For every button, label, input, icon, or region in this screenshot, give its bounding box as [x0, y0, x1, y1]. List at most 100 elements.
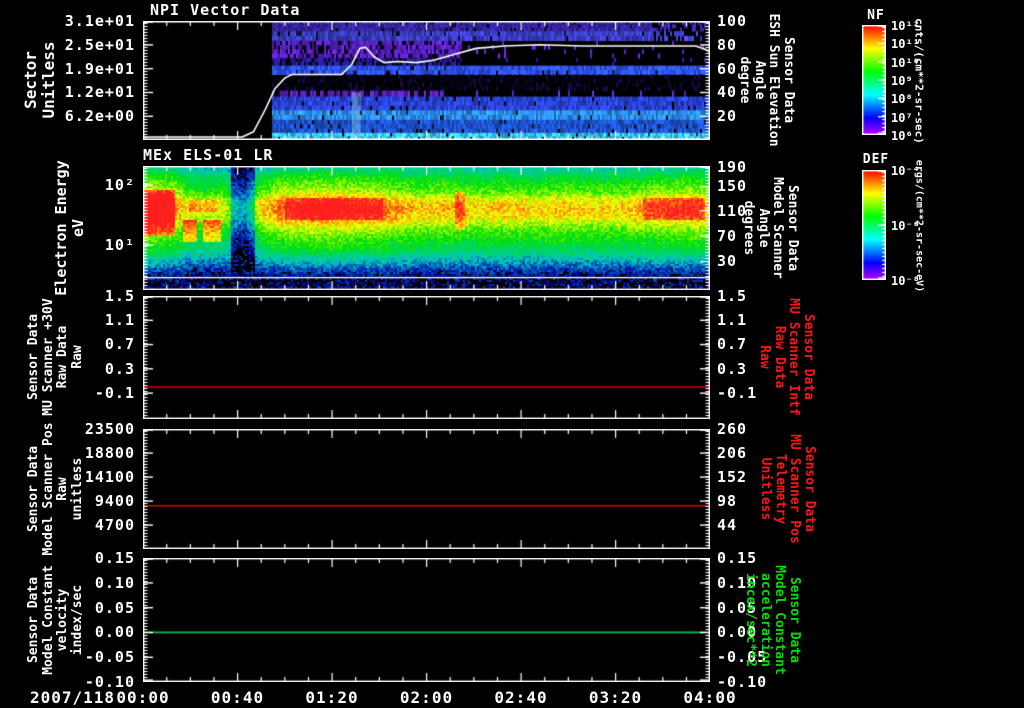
panel4-ytick-right-1: 206	[717, 444, 748, 462]
panel1-right-axis-label-line-1: ESH Sun Elevation	[766, 13, 782, 147]
colorbar-nf-tick-6: 10⁶	[891, 129, 913, 143]
panel3-ytick-left-0: 1.5	[104, 287, 135, 305]
panel4-right-axis-label: Sensor Data MU Scanner Pos Telemetry Unitle…	[758, 434, 817, 544]
panel2-title: MEx ELS-01 LR	[143, 146, 274, 164]
panel3-left-axis-label-line-2: Raw Data	[55, 325, 70, 389]
panel4-ytick-left-1: 18800	[84, 444, 135, 462]
panel4-left-axis-label-line-1: Model Scanner Pos	[40, 422, 56, 556]
panel2-ytick-left-0: 10²	[104, 175, 135, 194]
panel3-right-axis-label-line-0: Sensor Data	[801, 313, 817, 401]
panel2-ytick-right-1: 150	[717, 177, 748, 196]
def-colorbar	[862, 170, 886, 280]
panel3-ytick-right-4: -0.1	[717, 384, 758, 403]
panel5-ytick-left-2: 0.05	[94, 598, 135, 617]
panel1-left-axis-label-line-0: Sector	[21, 51, 41, 109]
panel4-ytick-left-0: 23500	[84, 420, 135, 438]
panel2-right-axis-label-line-1: Model Scanner	[770, 177, 786, 279]
panel5-left-axis-label-line-0: Sensor Data	[25, 576, 41, 664]
panel5-left-axis-label: Sensor Data Model Constant velocity index/s…	[25, 565, 85, 675]
x-axis-date-label: 2007/118	[30, 688, 116, 707]
panel5-left-axis-label-line-2: velocity	[55, 588, 70, 652]
panel5-right-axis-label: Sensor Data Model Constant acceleration inc…	[743, 565, 802, 675]
colorbar-nf-tick-4: 10⁸	[891, 92, 913, 107]
panel4-ytick-left-3: 9400	[94, 492, 135, 510]
panel1-ytick-right-2: 60	[717, 59, 738, 78]
panel3-right-axis-label-line-3: Raw	[757, 345, 773, 369]
panel3-ytick-left-4: -0.1	[94, 384, 135, 403]
panel4-left-axis-label: Sensor Data Model Scanner Pos Raw unitless	[25, 422, 85, 556]
panel1-title: NPI Vector Data	[150, 1, 301, 19]
nf-colorbar	[862, 25, 886, 135]
panel3-ytick-right-0: 1.5	[717, 287, 748, 305]
panel5-ytick-left-3: 0.00	[94, 623, 135, 642]
panel4-left-axis-label-line-2: Raw	[55, 477, 70, 501]
panel2-right-axis-label-line-2: Angle	[756, 208, 771, 248]
panel1-right-axis-label-line-2: Angle	[752, 60, 767, 100]
panel4-right-axis-label-line-3: Unitless	[758, 457, 774, 521]
panel4-ytick-right-4: 44	[717, 516, 738, 534]
panel2-left-axis-label: Electron Energy eV	[52, 160, 87, 295]
panel3-left-axis-label-line-1: MU Scanner +30V	[40, 298, 56, 416]
panel2-right-axis-label-line-0: Sensor Data	[785, 184, 801, 272]
panel3-left-axis-label: Sensor Data MU Scanner +30V Raw Data Raw	[26, 298, 85, 416]
panel4-ytick-left-2: 14100	[84, 468, 135, 486]
colorbar-def-tick-1: 10⁻⁶	[891, 219, 920, 233]
panel1-ytick-right-0: 100	[717, 12, 748, 30]
mu-scanner-30v-plot	[143, 296, 710, 419]
panel1-ytick-left-2: 1.9e+01	[64, 59, 135, 78]
panel1-ytick-left-0: 3.1e+01	[64, 12, 135, 30]
panel5-ytick-left-1: 0.10	[94, 573, 135, 592]
colorbar-nf-tick-5: 10⁷	[891, 110, 913, 125]
x-axis-time-tick-1: 00:40	[210, 688, 265, 707]
panel1-ytick-left-1: 2.5e+01	[64, 35, 135, 54]
panel5-ytick-left-0: 0.15	[94, 549, 135, 567]
panel3-right-axis-label: Sensor Data MU Scanner Intf Raw Data Raw	[757, 298, 817, 416]
panel5-ytick-right-0: 0.15	[717, 549, 758, 567]
panel4-right-axis-label-line-2: Telemetry	[773, 453, 788, 525]
colorbar-nf-tick-2: 10¹⁰	[891, 55, 920, 70]
panel5-right-axis-label-line-1: Model Constant	[772, 565, 788, 675]
panel2-ytick-right-4: 30	[717, 252, 738, 271]
panel1-right-axis-label: Sensor Data ESH Sun Elevation Angle degree	[737, 13, 796, 147]
panel3-ytick-left-3: 0.3	[104, 359, 135, 378]
panel4-ytick-left-4: 4700	[94, 516, 135, 534]
x-axis-time-tick-3: 02:00	[399, 688, 454, 707]
panel5-ytick-right-1: 0.10	[717, 573, 758, 592]
panel1-left-axis-label-line-1: Unitless	[39, 41, 58, 119]
panel2-ytick-right-0: 190	[717, 158, 748, 177]
panel5-ytick-right-2: 0.05	[717, 598, 758, 617]
x-axis-time-tick-4: 02:40	[494, 688, 548, 707]
panel5-ytick-right-4: -0.05	[717, 648, 768, 667]
panel3-ytick-right-1: 1.1	[717, 311, 748, 330]
panel5-ytick-right-5: -0.10	[717, 673, 768, 691]
panel1-left-axis-label: Sector Unitless	[21, 41, 58, 119]
panel2-ytick-right-3: 70	[717, 227, 738, 246]
panel4-left-axis-label-line-3: unitless	[69, 457, 85, 521]
panel3-right-axis-label-line-2: Raw Data	[772, 325, 787, 389]
panel3-ytick-right-2: 0.7	[717, 335, 748, 354]
panel3-right-axis-label-line-1: MU Scanner Intf	[786, 298, 802, 416]
panel1-ytick-right-3: 40	[717, 83, 738, 102]
model-constant-velocity-plot	[143, 558, 710, 682]
nf-colorbar-title: NF	[867, 8, 885, 23]
panel3-left-axis-label-line-3: Raw	[69, 345, 85, 369]
panel5-left-axis-label-line-3: index/sec	[69, 584, 85, 656]
panel3-ytick-left-2: 0.7	[104, 335, 135, 354]
model-scanner-pos-plot	[143, 429, 710, 549]
panel1-ytick-right-1: 80	[717, 35, 738, 54]
colorbar-nf-tick-0: 10¹²	[891, 19, 920, 33]
npi-spectrogram-plot	[143, 21, 710, 140]
panel5-right-axis-label-line-3: incex/sec**2	[743, 573, 759, 667]
panel2-left-axis-label-line-1: eV	[69, 218, 87, 238]
panel5-ytick-right-3: 0.00	[717, 623, 758, 642]
panel3-ytick-right-3: 0.3	[717, 359, 748, 378]
panel4-left-axis-label-line-0: Sensor Data	[25, 445, 41, 533]
colorbar-def-tick-0: 10⁻⁴	[891, 164, 920, 178]
colorbar-def-tick-2: 10⁻⁸	[891, 274, 920, 288]
def-colorbar-title: DEF	[862, 152, 890, 167]
panel5-left-axis-label-line-1: Model Constant	[40, 565, 56, 675]
panel4-ytick-right-3: 98	[717, 492, 738, 510]
panel5-ytick-left-5: -0.10	[84, 673, 135, 691]
x-axis-time-tick-5: 03:20	[588, 688, 643, 707]
